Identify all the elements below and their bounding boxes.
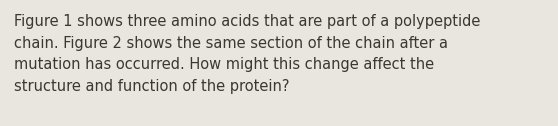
Text: Figure 1 shows three amino acids that are part of a polypeptide
chain. Figure 2 : Figure 1 shows three amino acids that ar… <box>14 14 480 94</box>
